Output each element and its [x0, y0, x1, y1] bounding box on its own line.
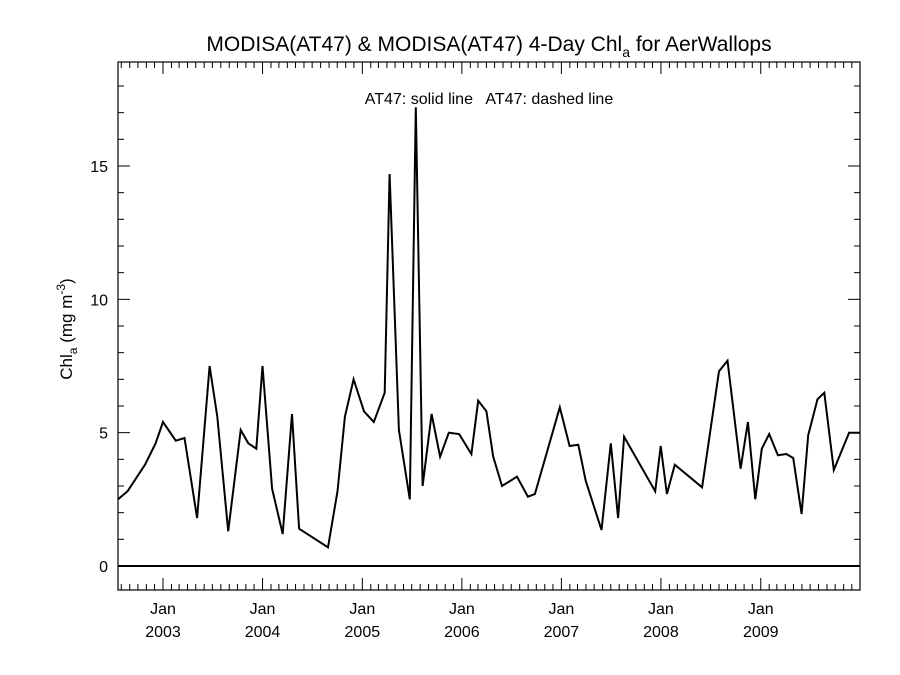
chart-title-suffix: for AerWallops [630, 33, 772, 56]
x-tick-label-month: Jan [250, 601, 276, 618]
x-tick-label-year: 2007 [544, 624, 580, 641]
y-tick-label: 5 [99, 426, 108, 443]
y-axis-ticks: 0 5 10 15 [90, 85, 860, 576]
series-group [117, 107, 860, 549]
x-axis-ticks: Jan 2003 Jan 2004 Jan 2005 Jan 2006 Jan 2007 Jan 20… [120, 62, 853, 641]
x-tick-label-month: Jan [150, 601, 176, 618]
y-tick-label: 0 [99, 559, 108, 576]
x-tick-label-year: 2004 [245, 624, 281, 641]
x-tick-label-month: Jan [449, 601, 475, 618]
y-axis-label-superscript: -3 [54, 284, 68, 295]
chart-title: MODISA(AT47) & MODISA(AT47) 4-Day Chla f… [206, 33, 771, 60]
y-tick-label: 15 [90, 159, 108, 176]
plot-frame [117, 61, 861, 591]
y-axis-label-units-close: ) [57, 278, 76, 284]
y-tick-label: 10 [90, 292, 108, 309]
y-axis-label-base: Chl [57, 354, 76, 380]
chart-title-main: MODISA(AT47) & MODISA(AT47) 4-Day Chl [206, 33, 622, 56]
x-tick-label-month: Jan [549, 601, 575, 618]
x-tick-label-year: 2003 [145, 624, 181, 641]
x-tick-label-year: 2006 [444, 624, 480, 641]
x-tick-label-month: Jan [748, 601, 774, 618]
y-axis-label-subscript: a [66, 347, 80, 354]
y-axis-label: Chla (mg m-3) [54, 278, 80, 379]
x-tick-label-month: Jan [349, 601, 375, 618]
chart-title-subscript: a [622, 44, 630, 60]
series-line-0 [117, 107, 860, 549]
x-tick-label-year: 2005 [345, 624, 381, 641]
legend-annotation: AT47: solid line AT47: dashed line [365, 91, 614, 108]
x-tick-label-month: Jan [648, 601, 674, 618]
x-tick-label-year: 2009 [743, 624, 779, 641]
y-axis-label-units-open: (mg m [57, 295, 76, 348]
x-tick-label-year: 2008 [643, 624, 679, 641]
